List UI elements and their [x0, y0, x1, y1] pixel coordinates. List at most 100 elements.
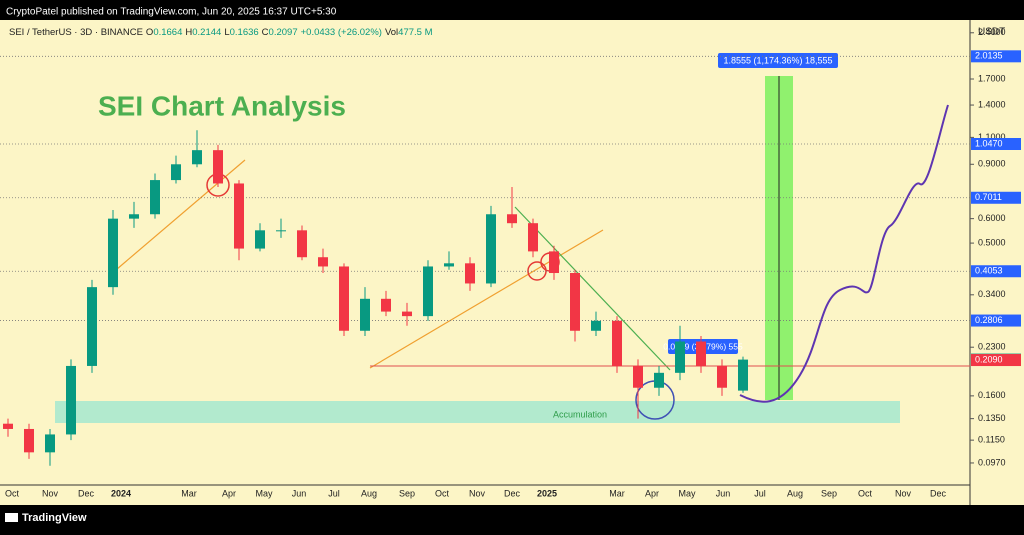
candle-body [360, 298, 370, 331]
candle-body [591, 320, 601, 331]
publisher: CryptoPatel published on TradingView.com… [6, 7, 337, 18]
symbol-header: SEI / TetherUS · 3D · BINANCE O0.1664 H0.2… [9, 27, 433, 38]
candle-body [570, 273, 580, 331]
x-tick-label: Dec [930, 488, 947, 498]
candle-body [213, 150, 223, 184]
x-tick-label: Aug [361, 488, 377, 498]
candle-body [696, 341, 706, 366]
ohlc-key: H [185, 27, 192, 38]
y-tick-label: 1.1000 [978, 132, 1006, 142]
candle-body [507, 214, 517, 224]
ohlc-key: O [146, 27, 153, 38]
candle-body [24, 428, 34, 453]
candle-body [276, 230, 286, 232]
ohlc-value: 0.2097 [269, 27, 298, 38]
candle-body [717, 365, 727, 388]
candle-body [66, 365, 76, 435]
volume-key: Vol [385, 27, 398, 38]
ohlc-value: 0.1664 [153, 27, 182, 38]
candle-body [612, 320, 622, 366]
price-label: 0.2806 [975, 315, 1003, 325]
annotation: Accumulation [553, 409, 607, 419]
candle-body [108, 218, 118, 288]
candle-body [234, 183, 244, 249]
candle-body [339, 266, 349, 331]
y-tick-label: 0.9000 [978, 159, 1006, 169]
y-tick-label: 0.3400 [978, 289, 1006, 299]
downtrend [514, 206, 671, 371]
trendline [369, 229, 604, 369]
x-tick-label: 2024 [111, 488, 131, 498]
price-label: 0.7011 [975, 192, 1002, 202]
y-tick-label: 2.4000 [978, 27, 1006, 37]
accumulation-zone [55, 401, 900, 423]
y-tick-label: 0.1150 [978, 435, 1005, 445]
x-tick-label: Jun [716, 488, 731, 498]
candle-body [465, 263, 475, 284]
candle-body [423, 266, 433, 317]
x-tick-label: Mar [181, 488, 197, 498]
price-label-bg [971, 314, 1021, 327]
x-tick-label: Jul [328, 488, 340, 498]
brand-logo [5, 513, 18, 522]
x-tick-label: Oct [858, 488, 873, 498]
price-label-bg [971, 354, 1021, 367]
x-tick-label: Apr [222, 488, 236, 498]
y-tick-label: 0.6000 [978, 213, 1006, 223]
candle-body [297, 230, 307, 258]
price-label: 0.4053 [975, 266, 1003, 276]
ohlc-key: C [262, 27, 269, 38]
x-tick-label: Jun [292, 488, 307, 498]
price-label-bg [971, 138, 1021, 151]
candle-body [150, 180, 160, 215]
x-tick-label: Nov [469, 488, 486, 498]
price-label-bg [971, 265, 1021, 278]
candle-body [633, 365, 643, 388]
candle-body [675, 341, 685, 373]
price-label: 0.2090 [975, 354, 1003, 364]
x-tick-label: Sep [399, 488, 415, 498]
candle-body [171, 164, 181, 181]
candle-body [87, 287, 97, 366]
brand: TradingView [22, 512, 87, 524]
candle-body [528, 223, 538, 252]
y-tick-label: 0.2300 [978, 342, 1006, 352]
candle-body [3, 423, 13, 429]
y-tick-label: 0.1600 [978, 390, 1006, 400]
candle-body [255, 230, 265, 249]
ohlc-value: 0.1636 [230, 27, 259, 38]
price-label: 2.0135 [975, 51, 1003, 61]
y-tick-label: 0.5000 [978, 237, 1006, 247]
change: +0.0433 (+26.02%) [301, 27, 382, 38]
x-tick-label: Apr [645, 488, 659, 498]
x-tick-label: Dec [504, 488, 521, 498]
symbol: SEI / TetherUS · 3D · BINANCE [9, 27, 143, 38]
x-tick-label: May [255, 488, 273, 498]
currency: USDT [978, 27, 1005, 38]
price-label-bg [971, 191, 1021, 204]
candle-body [192, 150, 202, 165]
candle-body [549, 251, 559, 274]
x-tick-label: Mar [609, 488, 625, 498]
x-tick-label: Nov [42, 488, 59, 498]
candle-body [738, 359, 748, 391]
price-label: 1.0470 [975, 138, 1003, 148]
x-tick-label: Dec [78, 488, 95, 498]
ohlc-key: L [224, 27, 229, 38]
annotation-box [718, 53, 838, 68]
x-tick-label: May [678, 488, 696, 498]
x-tick-label: Aug [787, 488, 803, 498]
x-tick-label: Oct [435, 488, 450, 498]
projection-curve [739, 104, 949, 403]
annotation: 1.8555 (1,174.36%) 18,555 [723, 55, 832, 65]
ohlc-value: 0.2144 [192, 27, 221, 38]
y-tick-label: 0.1350 [978, 413, 1006, 423]
volume-value: 477.5 M [398, 27, 432, 38]
chart-title: SEI Chart Analysis [98, 90, 346, 121]
y-tick-label: 0.0970 [978, 457, 1006, 467]
x-tick-label: Jul [754, 488, 766, 498]
candle-body [486, 214, 496, 284]
candle-body [444, 263, 454, 267]
